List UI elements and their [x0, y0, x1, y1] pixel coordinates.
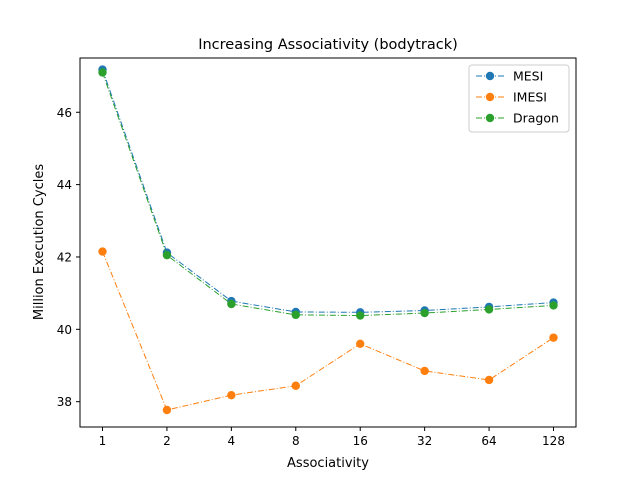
data-point-imesi — [98, 247, 107, 256]
data-point-dragon — [98, 68, 107, 77]
data-point-imesi — [356, 339, 365, 348]
x-axis-label: Associativity — [287, 456, 369, 471]
data-point-dragon — [484, 305, 494, 314]
y-axis-label: Million Execution Cycles — [32, 164, 47, 320]
legend-marker-mesi — [485, 71, 495, 81]
data-point-imesi — [484, 375, 494, 385]
y-tick-label: 46 — [57, 106, 72, 120]
x-tick-label: 64 — [481, 434, 496, 448]
legend-marker-imesi — [485, 92, 495, 102]
legend-label-imesi: IMESI — [513, 90, 547, 105]
chart-title: Increasing Associativity (bodytrack) — [198, 37, 458, 53]
x-tick-label: 128 — [542, 434, 565, 448]
x-tick-label: 16 — [353, 434, 368, 448]
data-point-imesi — [227, 390, 236, 400]
plot-area-frame — [79, 57, 577, 428]
x-tick-label: 1 — [99, 434, 107, 448]
x-tick-label: 8 — [292, 434, 300, 448]
legend-label-dragon: Dragon — [513, 111, 559, 126]
data-point-imesi — [549, 333, 558, 342]
data-point-dragon — [420, 308, 429, 318]
x-tick-label: 4 — [228, 434, 236, 448]
y-axis: 38 40 42 44 46 — [57, 106, 80, 409]
series-line-dragon — [102, 72, 554, 317]
series-line-mesi — [102, 69, 554, 313]
x-axis: 1 2 4 8 16 32 64 128 — [99, 427, 565, 448]
data-point-imesi — [291, 381, 300, 390]
data-point-dragon — [227, 299, 236, 309]
legend-marker-dragon — [485, 113, 495, 123]
x-tick-label: 2 — [163, 434, 171, 448]
legend-label-mesi: MESI — [513, 69, 543, 84]
y-tick-label: 40 — [57, 323, 72, 337]
y-tick-label: 42 — [57, 250, 72, 264]
y-tick-label: 38 — [57, 395, 72, 409]
data-point-dragon — [162, 250, 172, 260]
legend: MESI IMESI Dragon — [468, 64, 570, 133]
plot-marks — [98, 65, 558, 415]
data-point-dragon — [291, 310, 300, 320]
data-point-imesi — [420, 366, 429, 376]
x-tick-label: 32 — [417, 434, 432, 448]
data-point-dragon — [356, 311, 365, 320]
data-point-imesi — [162, 405, 172, 415]
data-point-dragon — [549, 301, 558, 310]
legend-box — [468, 64, 570, 133]
series-line-imesi — [102, 251, 554, 411]
y-tick-label: 44 — [57, 178, 72, 192]
